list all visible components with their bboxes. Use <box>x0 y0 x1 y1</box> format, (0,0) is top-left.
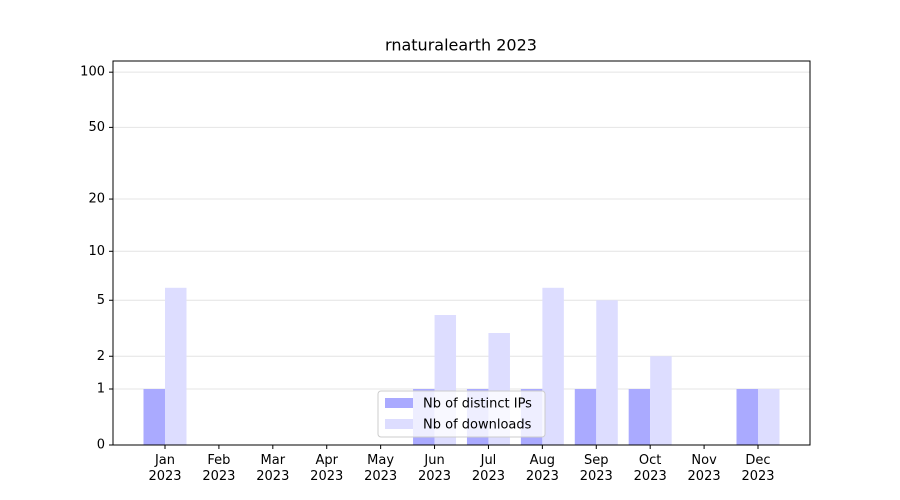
y-tick-label: 5 <box>97 293 105 308</box>
x-tick-label: Dec 2023 <box>741 453 775 484</box>
x-tick-label: Nov 2023 <box>687 453 721 484</box>
legend-swatch <box>385 398 413 408</box>
y-tick-label: 10 <box>88 244 105 259</box>
bar <box>650 356 672 445</box>
x-tick-label: May 2023 <box>364 453 398 484</box>
legend-swatch <box>385 419 413 429</box>
x-tick-label: Jul 2023 <box>471 453 505 484</box>
x-tick-label: Mar 2023 <box>256 453 290 484</box>
x-tick-label: Apr 2023 <box>310 453 344 484</box>
bar <box>628 389 651 445</box>
bar <box>736 389 758 445</box>
y-tick-label: 2 <box>97 349 105 364</box>
y-tick-label: 20 <box>88 192 105 207</box>
legend: Nb of distinct IPs Nb of downloads <box>377 390 546 438</box>
y-tick-label: 0 <box>97 438 105 453</box>
bar <box>542 287 564 445</box>
x-tick-label: Feb 2023 <box>202 453 236 484</box>
bar <box>574 389 597 445</box>
plot-frame <box>112 60 811 446</box>
x-tick-label: Sep 2023 <box>579 453 613 484</box>
bar <box>165 287 187 445</box>
x-tick-label: Jun 2023 <box>417 453 452 484</box>
bar <box>143 389 165 445</box>
bar <box>596 300 618 445</box>
x-tick-label: Aug 2023 <box>525 453 559 484</box>
y-tick-label: 50 <box>88 120 105 135</box>
legend-label: Nb of downloads <box>423 418 532 433</box>
y-tick-label: 1 <box>97 382 105 397</box>
x-tick-label: Oct 2023 <box>633 453 667 484</box>
y-tick-label: 100 <box>80 65 105 80</box>
legend-frame <box>377 390 546 438</box>
chart-title: rnaturalearth 2023 <box>385 36 537 55</box>
x-tick-label: Jan 2023 <box>148 453 182 484</box>
legend-label: Nb of distinct IPs <box>423 397 532 412</box>
bar <box>758 389 780 445</box>
